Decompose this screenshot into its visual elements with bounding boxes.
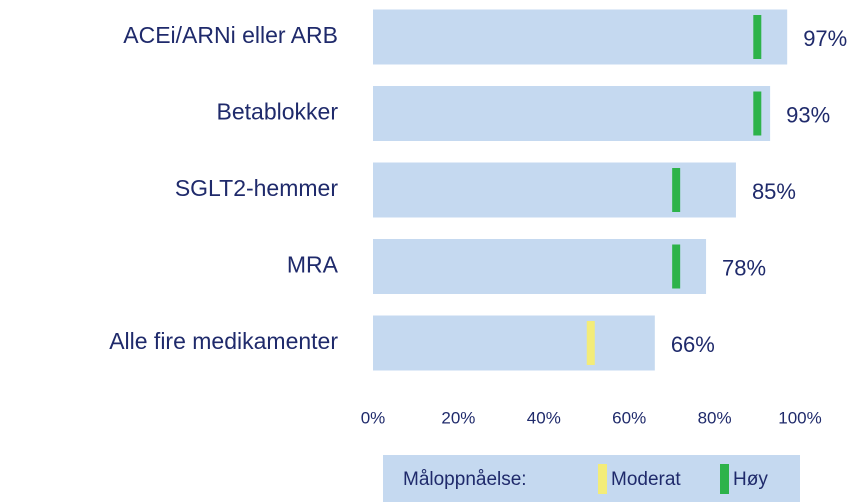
bar xyxy=(373,239,707,294)
category-label: SGLT2-hemmer xyxy=(175,175,339,201)
target-marker xyxy=(586,321,595,365)
legend-label: Høy xyxy=(733,469,768,490)
category-label: Alle fire medikamenter xyxy=(109,328,338,354)
value-label: 97% xyxy=(803,26,847,51)
legend-swatch xyxy=(720,464,729,494)
value-label: 85% xyxy=(752,179,796,204)
x-tick-label: 0% xyxy=(361,408,386,427)
x-tick-label: 40% xyxy=(527,408,561,427)
bar xyxy=(373,9,788,65)
x-tick-label: 60% xyxy=(612,408,646,427)
legend-box xyxy=(383,455,800,502)
bar xyxy=(373,162,736,218)
legend-label: Moderat xyxy=(611,469,681,490)
target-marker xyxy=(672,168,681,212)
x-tick-label: 100% xyxy=(778,408,821,427)
bar xyxy=(373,86,771,141)
category-label: ACEi/ARNi eller ARB xyxy=(123,22,338,48)
category-label: Betablokker xyxy=(217,99,339,125)
bar xyxy=(373,315,655,371)
target-marker xyxy=(753,15,762,59)
value-label: 66% xyxy=(671,332,715,357)
target-marker xyxy=(753,91,762,136)
category-label: MRA xyxy=(287,252,339,278)
legend-title: Måloppnåelse: xyxy=(403,469,527,490)
x-tick-label: 80% xyxy=(698,408,732,427)
value-label: 93% xyxy=(786,102,830,127)
target-marker xyxy=(672,244,681,289)
x-tick-label: 20% xyxy=(441,408,475,427)
legend-swatch xyxy=(598,464,607,494)
value-label: 78% xyxy=(722,255,766,280)
